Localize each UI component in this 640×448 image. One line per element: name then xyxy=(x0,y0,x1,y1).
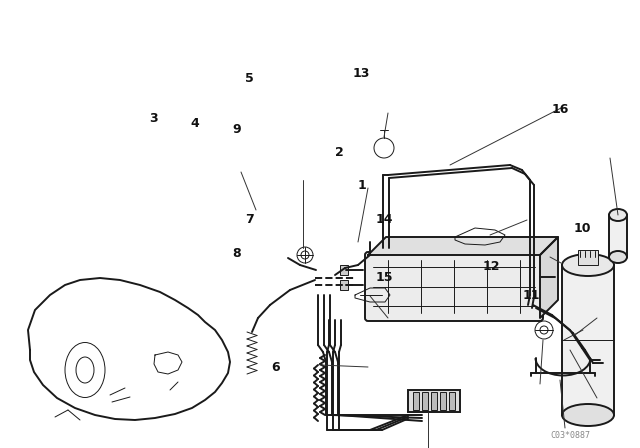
Text: 8: 8 xyxy=(232,246,241,260)
Text: 10: 10 xyxy=(573,222,591,235)
Ellipse shape xyxy=(609,209,627,221)
Text: 16: 16 xyxy=(551,103,569,116)
Bar xyxy=(431,392,437,410)
Bar xyxy=(340,265,348,275)
Bar xyxy=(449,392,455,410)
Text: 14: 14 xyxy=(375,213,393,226)
Text: C03*0887: C03*0887 xyxy=(550,431,590,439)
Text: 5: 5 xyxy=(245,72,254,85)
Bar xyxy=(609,215,627,257)
Text: 7: 7 xyxy=(245,213,254,226)
Text: 9: 9 xyxy=(232,123,241,137)
Ellipse shape xyxy=(562,254,614,276)
Text: 13: 13 xyxy=(353,67,371,81)
Text: 2: 2 xyxy=(335,146,344,159)
Polygon shape xyxy=(540,237,558,318)
Ellipse shape xyxy=(562,404,614,426)
Bar xyxy=(413,392,419,410)
Text: 3: 3 xyxy=(149,112,158,125)
Bar xyxy=(440,392,446,410)
Ellipse shape xyxy=(609,251,627,263)
Polygon shape xyxy=(368,237,558,255)
Text: 12: 12 xyxy=(483,260,500,273)
Text: 11: 11 xyxy=(522,289,540,302)
Bar xyxy=(562,265,614,415)
Bar xyxy=(340,280,348,290)
Bar xyxy=(422,392,428,410)
Text: 15: 15 xyxy=(375,271,393,284)
Text: 4: 4 xyxy=(191,116,200,130)
FancyBboxPatch shape xyxy=(365,252,543,321)
Text: 1: 1 xyxy=(357,179,366,193)
Bar xyxy=(408,390,460,412)
Text: 6: 6 xyxy=(271,361,280,374)
Bar xyxy=(578,250,598,265)
